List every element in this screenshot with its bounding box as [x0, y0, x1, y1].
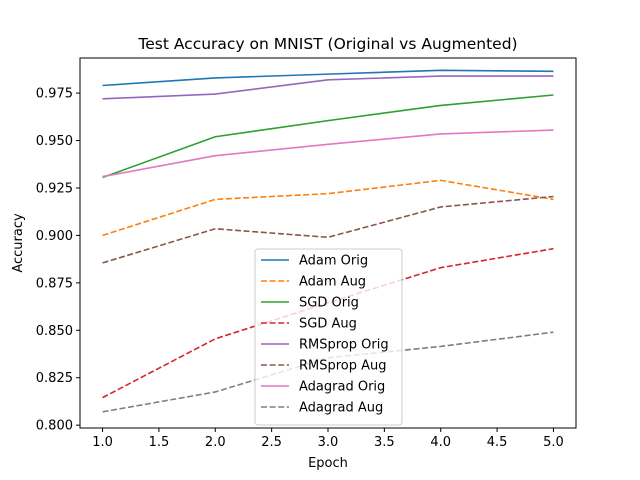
series-line-rmsprop-aug [102, 195, 554, 264]
x-axis-ticks: 1.0 1.5 2.0 2.5 3.0 3.5 4.0 4.5 5.0 [92, 428, 564, 450]
x-tick-label: 4.0 [430, 435, 451, 450]
x-tick-label: 3.0 [318, 435, 339, 450]
y-tick-label: 0.875 [36, 276, 73, 291]
x-axis-title: Epoch [308, 456, 348, 471]
plot-frame [79, 57, 577, 429]
series-line-sgd-orig [102, 94, 554, 179]
x-tick-label: 2.5 [261, 435, 282, 450]
x-tick-label: 5.0 [543, 435, 564, 450]
x-tick-label: 1.5 [149, 435, 170, 450]
y-tick-label: 0.800 [36, 419, 73, 434]
legend-label: Adam Aug [299, 275, 366, 290]
series-line-rmsprop-orig [102, 75, 554, 100]
y-tick-label: 0.950 [36, 134, 73, 149]
y-tick-label: 0.850 [36, 324, 73, 339]
series-line-adam-orig [102, 69, 554, 87]
series-line-adam-aug [102, 179, 554, 237]
legend: Adam Orig Adam Aug SGD Orig SGD Aug RMSprop … [254, 248, 403, 426]
chart-title: Test Accuracy on MNIST (Original vs Augm… [137, 35, 517, 53]
y-axis-ticks: 0.800 0.825 0.850 0.875 0.900 0.925 0.950 0.975 [36, 87, 80, 434]
y-axis-title: Accuracy [11, 213, 26, 273]
x-tick-label: 2.0 [205, 435, 226, 450]
x-tick-label: 4.5 [487, 435, 508, 450]
legend-label: SGD Aug [299, 317, 357, 332]
legend-label: RMSprop Aug [299, 359, 387, 374]
legend-label: SGD Orig [299, 296, 359, 311]
legend-label: Adagrad Aug [299, 401, 383, 416]
legend-label: RMSprop Orig [299, 338, 389, 353]
legend-box [254, 248, 403, 426]
y-tick-label: 0.825 [36, 371, 73, 386]
series-line-adagrad-orig [102, 129, 554, 178]
y-tick-label: 0.900 [36, 229, 73, 244]
x-tick-label: 1.0 [92, 435, 113, 450]
legend-label: Adam Orig [299, 254, 368, 269]
legend-label: Adagrad Orig [299, 380, 385, 395]
y-tick-label: 0.975 [36, 87, 73, 102]
y-tick-label: 0.925 [36, 181, 73, 196]
x-tick-label: 3.5 [374, 435, 395, 450]
